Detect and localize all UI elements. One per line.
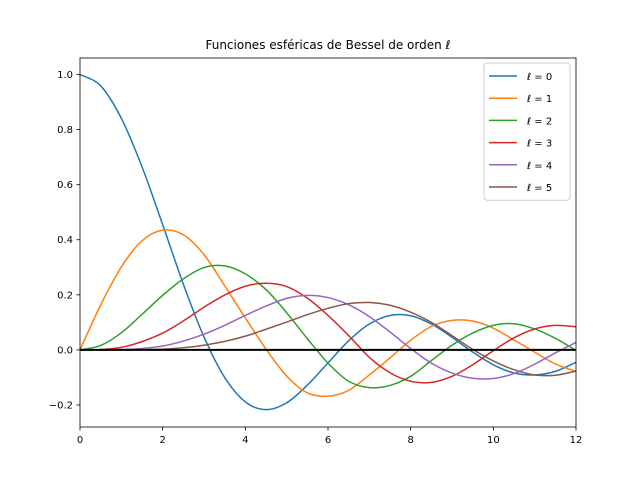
y-tick-label: −0.2 [49,400,73,411]
x-tick-label: 4 [242,435,248,446]
series-line-1 [80,229,576,398]
legend-label-0: ℓ = 0 [527,72,552,83]
y-tick-label: 0.6 [57,180,73,191]
series-line-4 [80,294,576,380]
y-tick-label: 0.4 [57,235,73,246]
x-tick-label: 8 [407,435,413,446]
legend-label-3: ℓ = 3 [527,139,552,150]
x-tick-label: 6 [325,435,331,446]
legend-label-2: ℓ = 2 [527,116,552,127]
series-group [80,73,576,411]
x-tick-label: 10 [487,435,500,446]
legend-label-1: ℓ = 1 [527,94,552,105]
x-tick-label: 0 [77,435,83,446]
legend: ℓ = 0 ℓ = 1 ℓ = 2 ℓ = 3 ℓ = 4 ℓ = 5 [483,62,571,201]
y-tick-label: 1.0 [57,70,73,81]
x-tick-label: 2 [159,435,165,446]
y-tick-label: 0.2 [57,290,73,301]
x-tick-label: 12 [570,435,583,446]
series-line-2 [80,264,576,389]
legend-box [483,62,571,201]
plot-area: 0 2 4 6 8 10 12 −0.2 0.0 0.2 0.4 0.6 0.8 1.0 [49,57,583,446]
legend-label-4: ℓ = 4 [527,161,552,172]
chart-title: Funciones esféricas de Bessel de orden ℓ [205,38,450,52]
legend-label-5: ℓ = 5 [527,183,552,194]
y-tick-label: 0.8 [57,125,73,136]
y-tick-label: 0.0 [57,345,73,356]
